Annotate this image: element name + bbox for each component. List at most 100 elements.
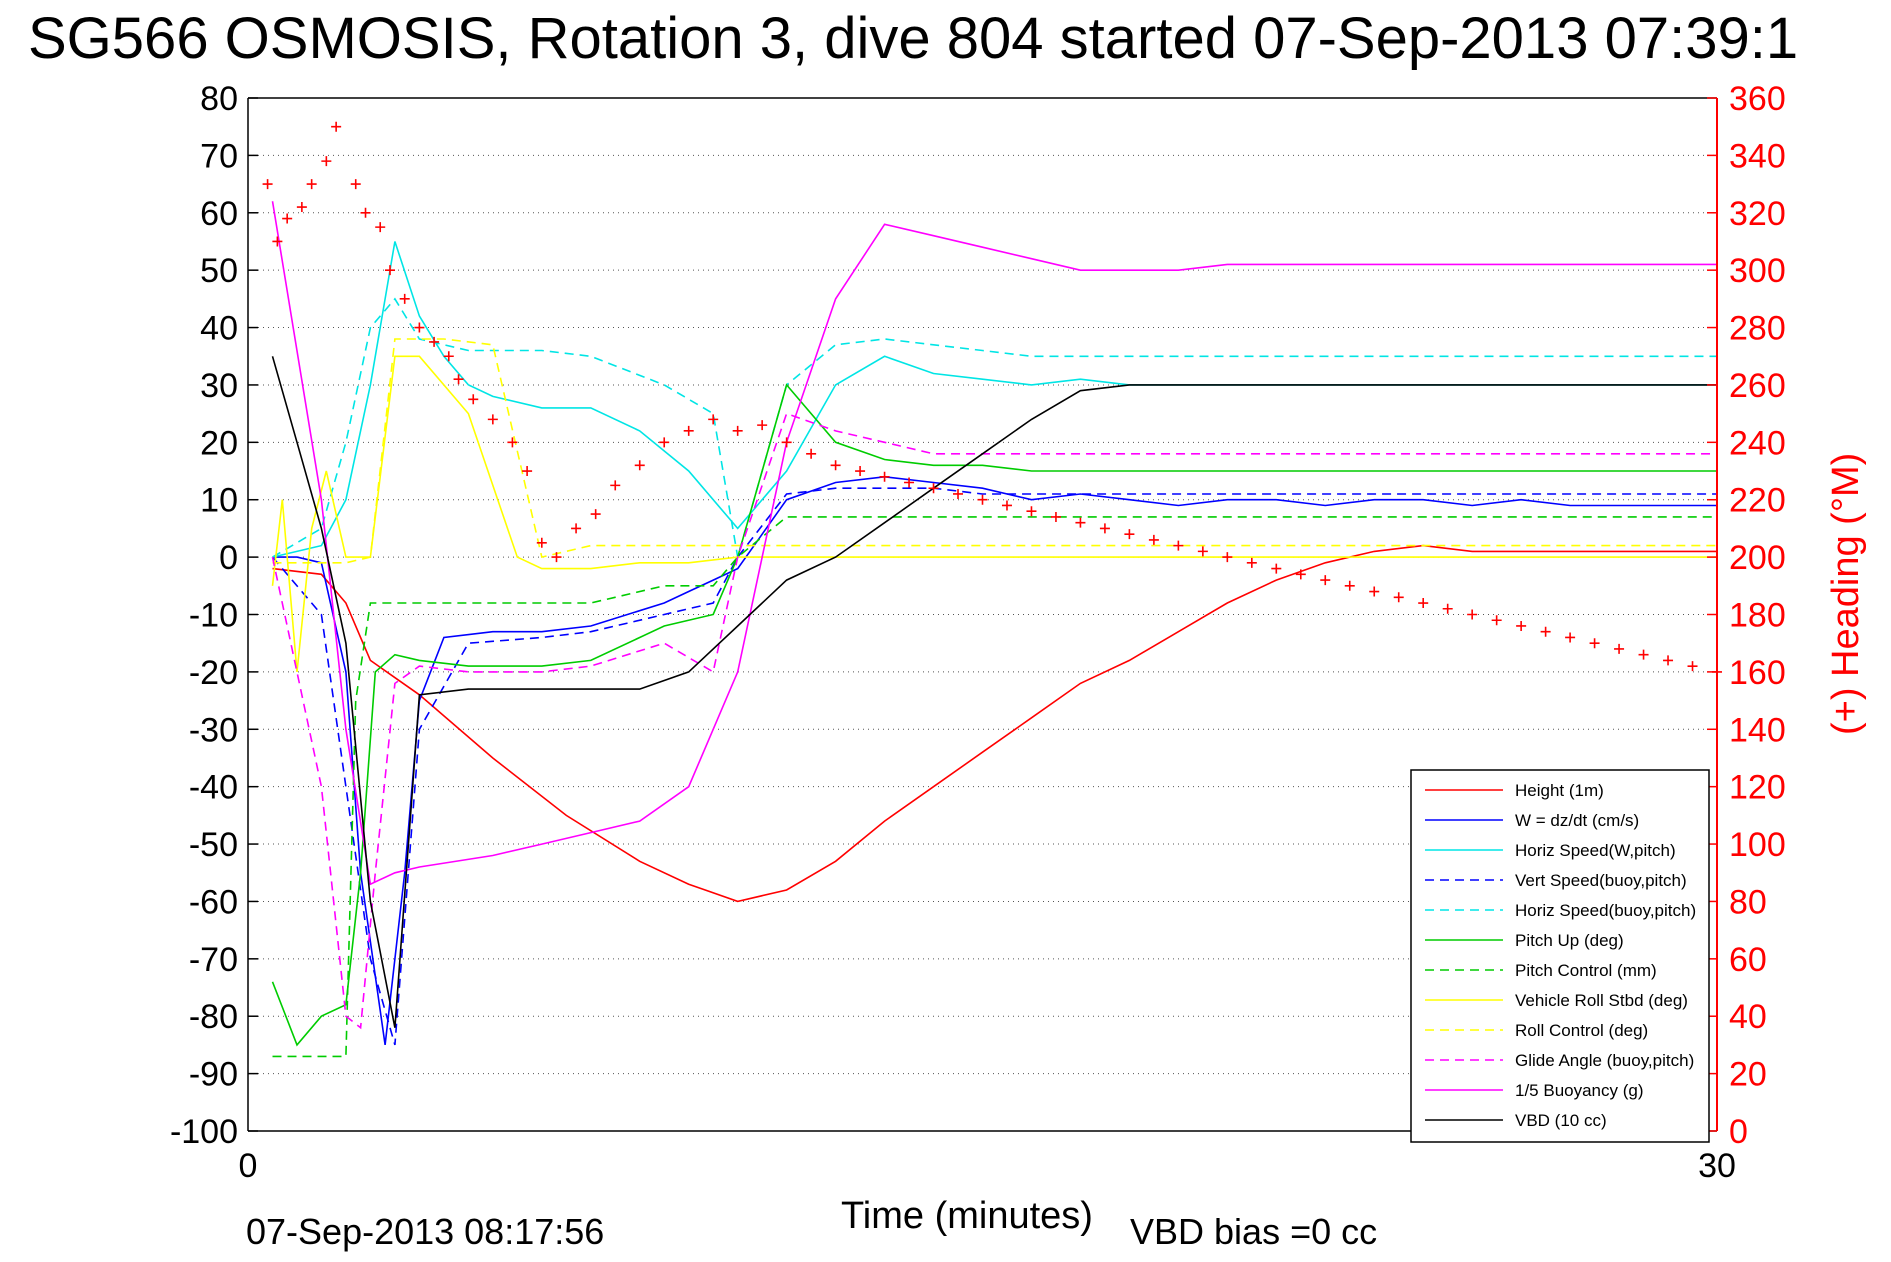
- series-line-5: [271, 383, 1717, 1047]
- y-tick-label: -60: [189, 883, 238, 921]
- heading-point: [1075, 517, 1086, 528]
- legend: Height (1m) W = dz/dt (cm/s) Horiz Speed(W…: [1410, 769, 1710, 1143]
- series-line-3: [271, 487, 1717, 1046]
- heading-point: [296, 202, 307, 213]
- legend-entry: Glide Angle (buoy,pitch): [1515, 1051, 1694, 1070]
- y-tick-label: 80: [200, 80, 238, 118]
- y-right-tick-label: 40: [1729, 998, 1767, 1036]
- heading-point: [1442, 603, 1453, 614]
- heading-point: [1638, 649, 1649, 660]
- chart-title: SG566 OSMOSIS, Rotation 3, dive 804 star…: [28, 6, 1798, 71]
- y-right-tick-label: 300: [1729, 252, 1786, 290]
- series-line-8: [272, 338, 1717, 564]
- footer-timestamp: 07-Sep-2013 08:17:56: [246, 1211, 604, 1252]
- heading-point: [429, 336, 440, 347]
- heading-point: [1320, 575, 1331, 586]
- heading-point: [879, 471, 890, 482]
- heading-point: [1222, 552, 1233, 563]
- y-tick-label: -20: [189, 654, 238, 692]
- heading-point: [1271, 563, 1282, 574]
- y-right-tick-label: 280: [1729, 310, 1786, 348]
- heading-point: [1050, 511, 1061, 522]
- y-right-tick-label: 80: [1729, 883, 1767, 921]
- heading-point: [262, 179, 273, 190]
- heading-point: [1589, 638, 1600, 649]
- ticks: 80706050403020100-10-20-30-40-50-60-70-8…: [170, 80, 1786, 1185]
- heading-point: [928, 483, 939, 494]
- heading-point: [590, 509, 601, 520]
- heading-point: [1393, 592, 1404, 603]
- y-tick-label: 70: [200, 137, 238, 175]
- heading-point: [350, 179, 361, 190]
- heading-point: [855, 466, 866, 477]
- y-tick-label: 60: [200, 195, 238, 233]
- heading-point: [414, 322, 425, 333]
- y-right-tick-label: 140: [1729, 711, 1786, 749]
- legend-entry: W = dz/dt (cm/s): [1515, 811, 1639, 830]
- series-line-7: [271, 355, 1717, 672]
- heading-point: [1516, 620, 1527, 631]
- heading-point: [468, 394, 479, 405]
- y-right-tick-label: 60: [1729, 941, 1767, 979]
- heading-point: [806, 448, 817, 459]
- y-tick-label: -80: [189, 998, 238, 1036]
- y-right-tick-label: 320: [1729, 195, 1786, 233]
- y-right-tick-label: 160: [1729, 654, 1786, 692]
- heading-point: [551, 552, 562, 563]
- y-right-tick-label: 220: [1729, 482, 1786, 520]
- legend-entry: Vert Speed(buoy,pitch): [1515, 871, 1687, 890]
- y-tick-label: -10: [189, 597, 238, 635]
- x-tick-label: 30: [1698, 1147, 1736, 1185]
- y-tick-label: 40: [200, 310, 238, 348]
- heading-point: [953, 488, 964, 499]
- heading-point: [453, 374, 464, 385]
- legend-entry: Pitch Control (mm): [1515, 961, 1657, 980]
- heading-point: [683, 425, 694, 436]
- y-tick-label: -100: [170, 1113, 238, 1151]
- legend-entry: VBD (10 cc): [1515, 1111, 1607, 1130]
- heading-point: [522, 466, 533, 477]
- y-tick-label: -40: [189, 769, 238, 807]
- heading-point: [507, 437, 518, 448]
- heading-point: [399, 293, 410, 304]
- series-line-9: [271, 412, 1717, 1030]
- heading-point: [1001, 500, 1012, 511]
- legend-entry: 1/5 Buoyancy (g): [1515, 1081, 1644, 1100]
- heading-point: [1026, 506, 1037, 517]
- heading-markers: [262, 121, 1722, 677]
- footer-vbd-bias: VBD bias =0 cc: [1130, 1211, 1377, 1252]
- legend-entry: Horiz Speed(W,pitch): [1515, 841, 1676, 860]
- heading-point: [659, 437, 670, 448]
- legend-entry: Height (1m): [1515, 781, 1604, 800]
- heading-point: [360, 207, 371, 218]
- y-tick-label: 0: [219, 539, 238, 577]
- y-right-tick-label: 340: [1729, 137, 1786, 175]
- heading-point: [306, 179, 317, 190]
- legend-box: [1410, 769, 1710, 1143]
- heading-point: [571, 523, 582, 534]
- legend-entry: Horiz Speed(buoy,pitch): [1515, 901, 1696, 920]
- heading-point: [331, 121, 342, 132]
- heading-point: [1687, 661, 1698, 672]
- heading-point: [1614, 643, 1625, 654]
- heading-point: [321, 156, 332, 167]
- heading-point: [487, 414, 498, 425]
- series-line-1: [272, 475, 1717, 1046]
- heading-point: [1540, 626, 1551, 637]
- y-axis-label-right: (+) Heading (°M): [1825, 453, 1867, 735]
- y-right-tick-label: 200: [1729, 539, 1786, 577]
- y-right-tick-label: 0: [1729, 1113, 1748, 1151]
- heading-point: [1369, 586, 1380, 597]
- heading-point: [1491, 615, 1502, 626]
- x-axis-label: Time (minutes): [841, 1195, 1093, 1237]
- heading-point: [282, 213, 293, 224]
- heading-point: [757, 420, 768, 431]
- heading-point: [1344, 580, 1355, 591]
- heading-point: [781, 437, 792, 448]
- heading-point: [272, 236, 283, 247]
- heading-point: [732, 425, 743, 436]
- y-right-tick-label: 180: [1729, 597, 1786, 635]
- heading-point: [1295, 569, 1306, 580]
- series-line-10: [271, 201, 1717, 886]
- heading-point: [1663, 655, 1674, 666]
